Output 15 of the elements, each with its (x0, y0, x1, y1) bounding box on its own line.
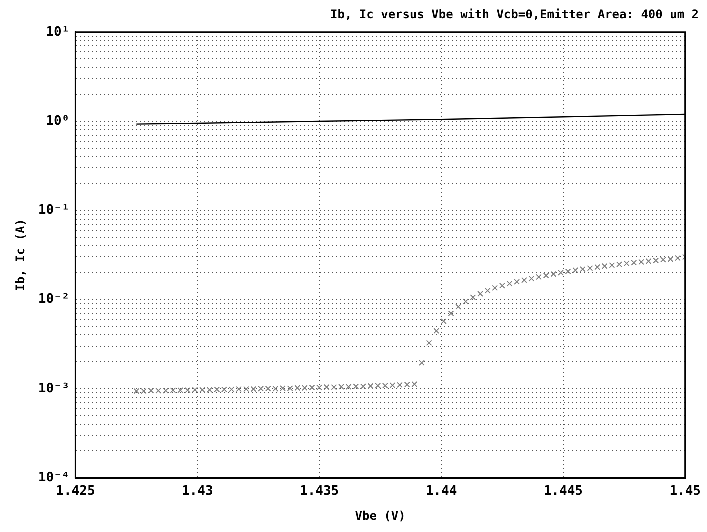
x-tick-label: 1.445 (544, 484, 583, 500)
y-tick-label: 10⁰ (46, 114, 70, 129)
y-tick-label: 10⁻² (38, 292, 70, 308)
x-tick-label: 1.43 (182, 484, 214, 500)
x-tick-label: 1.45 (670, 484, 702, 500)
x-tick-label: 1.425 (56, 484, 96, 500)
y-axis-title: Ib, Ic (A) (13, 219, 28, 292)
y-tick-label: 10¹ (46, 24, 70, 40)
y-tick-label: 10⁻¹ (38, 203, 70, 218)
y-tick-label: 10⁻⁴ (38, 470, 70, 486)
x-axis-title: Vbe (V) (355, 508, 406, 523)
y-tick-label: 10⁻³ (38, 381, 70, 396)
x-tick-label: 1.435 (300, 484, 340, 500)
x-tick-label: 1.44 (426, 484, 458, 500)
chart-title: Ib, Ic versus Vbe with Vcb=0,Emitter Area: 400 um 2 (330, 7, 699, 22)
